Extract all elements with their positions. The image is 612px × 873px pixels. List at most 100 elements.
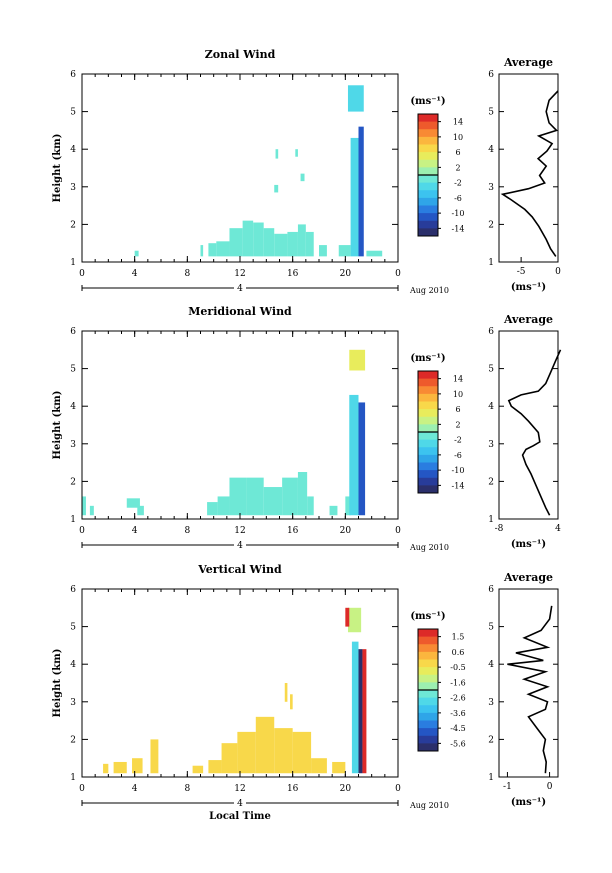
y-tick-label: 1	[70, 515, 76, 525]
y-tick-label: 3	[70, 698, 76, 708]
data-cell	[237, 731, 256, 774]
x-axis-label: Local Time	[209, 811, 271, 822]
y-axis-label: Height (km)	[52, 649, 63, 718]
colorbar-segment	[418, 485, 438, 494]
colorbar-label: 10	[453, 390, 463, 399]
profile-y-tick-label: 5	[488, 623, 494, 633]
x-tick-label: 16	[287, 269, 299, 279]
data-cell	[192, 765, 204, 774]
data-cell	[113, 761, 127, 774]
day-label: 4	[237, 284, 243, 294]
profile-x-tick-label: 0	[555, 267, 561, 277]
profile-title: Average	[503, 571, 553, 584]
data-cell	[351, 641, 359, 774]
x-tick-label: 4	[132, 269, 138, 279]
profile-line	[500, 90, 559, 257]
colorbar-segment	[418, 136, 438, 145]
data-cell	[242, 220, 254, 257]
colorbar-segment	[418, 378, 438, 387]
profile-frame	[498, 73, 559, 263]
x-tick-label: 12	[234, 784, 245, 794]
x-tick-label: 8	[184, 526, 190, 536]
data-cell	[275, 149, 279, 159]
colorbar-label: -6	[454, 194, 462, 203]
colorbar-segment	[418, 129, 438, 138]
data-cell	[297, 472, 308, 516]
profile-y-tick-label: 1	[488, 515, 494, 525]
colorbar-label: -14	[452, 224, 465, 233]
data-cell	[137, 505, 144, 516]
data-cell	[150, 739, 159, 774]
data-cell	[287, 231, 298, 257]
data-cell	[305, 231, 314, 257]
y-tick-label: 5	[70, 623, 76, 633]
profile-y-tick-label: 1	[488, 258, 494, 268]
data-cell	[208, 760, 222, 774]
month-label: Aug 2010	[409, 543, 449, 552]
colorbar-segment	[418, 424, 438, 433]
profile-y-tick-label: 6	[488, 327, 494, 337]
data-cell	[126, 498, 140, 508]
colorbar-segment	[418, 213, 438, 222]
x-tick-label: 0	[79, 526, 85, 536]
x-tick-label: 0	[79, 269, 85, 279]
data-cell	[132, 758, 143, 774]
colorbar-unit: (ms⁻¹)	[410, 96, 445, 107]
colorbar-segment	[418, 470, 438, 479]
data-cell	[347, 607, 362, 633]
colorbar-segment	[418, 477, 438, 486]
x-tick-label: 0	[79, 784, 85, 794]
data-cell	[350, 137, 359, 257]
y-axis-label: Height (km)	[52, 391, 63, 460]
profile-x-tick-label: -8	[495, 524, 504, 534]
data-cell	[221, 743, 238, 774]
colorbar-segment	[418, 432, 438, 441]
profile-x-tick-label: -1	[503, 782, 512, 792]
profile-y-tick-label: 2	[488, 735, 494, 745]
data-cell	[82, 496, 86, 516]
x-tick-label: 12	[234, 526, 245, 536]
y-tick-label: 5	[70, 108, 76, 118]
profile-y-tick-label: 2	[488, 477, 494, 487]
profile-y-tick-label: 2	[488, 220, 494, 230]
colorbar-segment	[418, 228, 438, 237]
month-label: Aug 2010	[409, 286, 449, 295]
data-cell	[229, 228, 243, 257]
colorbar-segment	[418, 712, 438, 721]
y-tick-label: 6	[70, 70, 76, 80]
day-label: 4	[237, 541, 243, 551]
colorbar-unit: (ms⁻¹)	[410, 611, 445, 622]
colorbar-segment	[418, 636, 438, 645]
colorbar-segment	[418, 371, 438, 380]
data-cell	[292, 731, 312, 774]
y-axis-label: Height (km)	[52, 134, 63, 203]
day-label: 4	[237, 799, 243, 809]
profile-y-tick-label: 3	[488, 440, 494, 450]
colorbar-label: -2.6	[450, 694, 465, 703]
colorbar-segment	[418, 190, 438, 199]
profile-y-tick-label: 3	[488, 698, 494, 708]
day-label-bg	[234, 282, 246, 294]
data-cell	[89, 505, 94, 516]
colorbar-segment	[418, 690, 438, 699]
day-label-bg	[234, 797, 246, 809]
y-tick-label: 6	[70, 585, 76, 595]
data-cell	[300, 173, 305, 182]
colorbar-segment	[418, 462, 438, 471]
colorbar-segment	[418, 393, 438, 402]
colorbar-segment	[418, 401, 438, 410]
profile-unit: (ms⁻¹)	[511, 282, 546, 293]
colorbar-label: -3.6	[450, 709, 465, 718]
colorbar-segment	[418, 667, 438, 676]
y-tick-label: 2	[70, 220, 76, 230]
data-cell	[338, 245, 351, 257]
colorbar-segment	[418, 416, 438, 425]
colorbar-segment	[418, 159, 438, 168]
colorbar-segment	[418, 197, 438, 206]
colorbar-segment	[418, 644, 438, 653]
profile-unit: (ms⁻¹)	[511, 539, 546, 550]
data-cell	[263, 228, 275, 257]
colorbar-segment	[418, 167, 438, 176]
y-tick-label: 2	[70, 477, 76, 487]
